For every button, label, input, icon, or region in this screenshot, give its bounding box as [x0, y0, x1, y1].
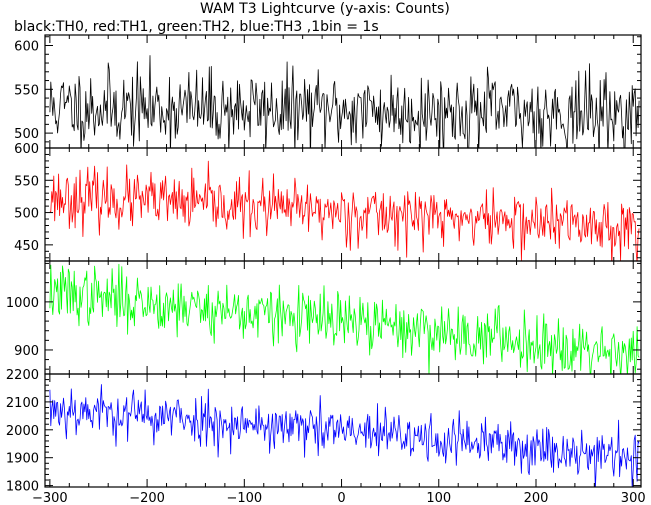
panel-th0: 500 550 600 [14, 34, 642, 149]
y-tick-label: 2000 [6, 424, 39, 439]
y-tick-label: 2100 [6, 396, 39, 411]
y-tick-label: 1000 [6, 296, 39, 311]
y-tick-label: 1900 [6, 452, 39, 467]
y-tick-label: 450 [14, 239, 39, 254]
series-line-th2 [49, 263, 640, 374]
panel-frame [44, 373, 642, 488]
x-tick-label: −200 [129, 491, 165, 505]
y-tick-label: 600 [14, 142, 39, 157]
series-line-th0 [49, 55, 640, 148]
x-tick-label: 100 [426, 491, 451, 505]
y-tick-label: 600 [14, 40, 39, 55]
x-tick-label: −300 [32, 491, 68, 505]
x-tick-label: 300 [621, 491, 646, 505]
x-tick-label: −100 [226, 491, 262, 505]
y-tick-label: 500 [14, 127, 39, 142]
x-tick-label: 200 [524, 491, 549, 505]
chart-title: WAM T3 Lightcurve (y-axis: Counts) [200, 1, 450, 17]
y-tick-label: 2200 [6, 368, 39, 383]
series-line-th3 [49, 384, 640, 487]
y-tick-label: 550 [14, 174, 39, 189]
series-line-th1 [49, 160, 640, 261]
chart-subtitle: black:TH0, red:TH1, green:TH2, blue:TH3 … [14, 19, 379, 35]
panels-layer: 500 550 600 450 500 550 600 900 1000 1800 1900 2000… [6, 34, 642, 495]
y-tick-label: 1800 [6, 480, 39, 495]
x-tick-label: 0 [337, 491, 345, 505]
panel-th1: 450 500 550 600 [14, 142, 642, 262]
panel-th3: 1800 1900 2000 2100 2200 [6, 368, 642, 495]
panel-th2: 900 1000 [6, 260, 642, 375]
y-tick-label: 550 [14, 83, 39, 98]
y-tick-label: 500 [14, 207, 39, 222]
y-tick-label: 900 [14, 344, 39, 359]
x-axis: −300 −200 −100 0 100 200 300 [32, 491, 646, 505]
